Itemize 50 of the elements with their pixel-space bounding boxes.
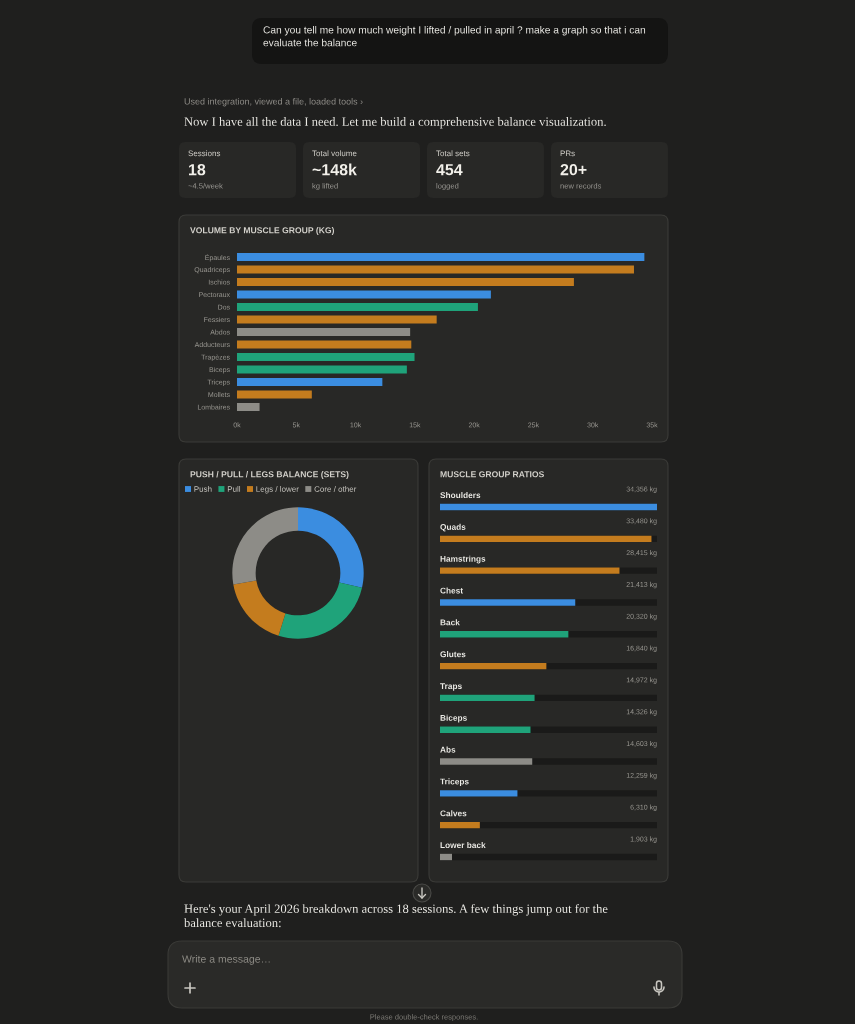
donut-slice xyxy=(232,507,298,585)
legend-label: Pull xyxy=(227,486,241,492)
bar xyxy=(237,303,478,311)
text: Now I have all the data I need. Let me build a comprehensive balance visualization. xyxy=(184,117,606,129)
bar xyxy=(237,265,634,274)
bar xyxy=(237,278,574,286)
y-tick-label: Biceps xyxy=(440,714,467,723)
bar xyxy=(237,365,407,374)
bar xyxy=(237,315,437,324)
y-tick-label: Triceps xyxy=(440,778,469,787)
text: Used integration, viewed a file, loaded tools › xyxy=(184,98,363,107)
legend-label: Core / other xyxy=(314,486,357,492)
y-tick-label: Chest xyxy=(440,587,463,594)
chart-title: VOLUME BY MUSCLE GROUP (KG) xyxy=(190,226,335,236)
category-label: Total sets xyxy=(436,150,470,157)
donut-slice xyxy=(278,582,363,639)
y-tick-label: Abs xyxy=(440,746,456,753)
bar xyxy=(237,290,491,299)
donut-slice xyxy=(298,507,364,588)
text: Here's your April 2026 breakdown across 18 sessions. A few things jump out for the balance evaluation: xyxy=(184,904,608,928)
chart-title: MUSCLE GROUP RATIOS xyxy=(440,471,544,478)
bar xyxy=(237,328,411,336)
y-tick-label: Lower back xyxy=(440,841,486,849)
text: Can you tell me how much weight I lifted / pulled in april ? make a graph so that i can evaluate the balance xyxy=(263,26,646,47)
y-tick-label: Quads xyxy=(440,523,466,532)
text: 18 xyxy=(189,163,206,176)
legend-label: Legs / lower xyxy=(256,486,299,494)
bar xyxy=(440,853,453,861)
text: 454 xyxy=(436,164,463,176)
y-tick-label: Shoulders xyxy=(440,492,481,499)
bar xyxy=(440,821,480,829)
y-tick-label: Back xyxy=(440,619,460,626)
y-tick-label: Hamstrings xyxy=(440,555,486,564)
text: ~148k xyxy=(312,163,357,176)
bar xyxy=(237,378,383,386)
bar xyxy=(237,403,260,411)
category-label: Sessions xyxy=(188,150,221,157)
text: 20+ xyxy=(560,163,587,176)
bar xyxy=(237,253,645,261)
y-tick-label: Glutes xyxy=(440,651,466,658)
y-tick-label: Calves xyxy=(440,810,467,817)
y-tick-label: Traps xyxy=(440,683,462,691)
text: Write a message… xyxy=(182,955,270,965)
bar xyxy=(237,390,312,399)
category-label: PRs xyxy=(560,150,575,157)
chart-title: PUSH / PULL / LEGS BALANCE (SETS) xyxy=(190,470,349,480)
donut-slice xyxy=(233,580,286,636)
bar xyxy=(237,353,415,361)
legend-label: Push xyxy=(194,486,212,492)
category-label: Total volume xyxy=(312,150,357,157)
